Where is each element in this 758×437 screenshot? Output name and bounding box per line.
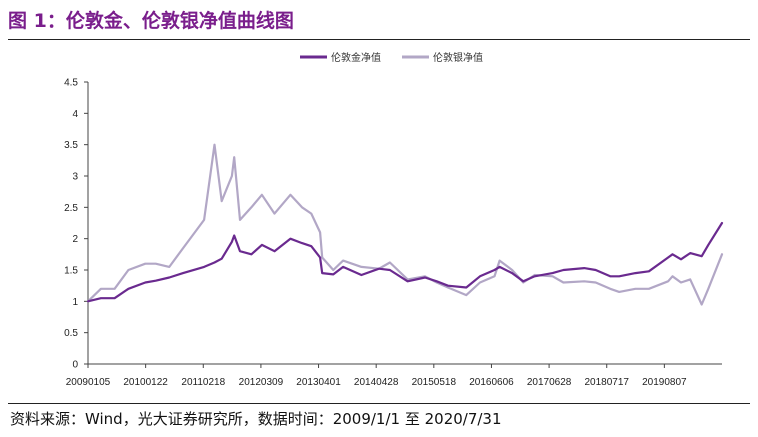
y-tick-label: 1	[72, 297, 78, 308]
chart: 0 0.5 1 1.5 2 2.5 3 3.5 4 4.5 20090105 20100122 2011…	[64, 51, 724, 388]
legend-label-silver: 伦敦银净值	[433, 51, 483, 64]
y-tick-label: 0.5	[64, 328, 78, 339]
y-tick-label: 2	[72, 234, 78, 245]
legend-label-gold: 伦敦金净值	[331, 51, 381, 64]
source-rule	[8, 403, 750, 404]
title-rule	[8, 39, 750, 40]
x-tick-label: 20180717	[584, 377, 629, 388]
x-tick-label: 20130401	[296, 377, 341, 388]
y-tick-label: 4	[72, 109, 78, 120]
y-tick-label: 4.5	[64, 78, 78, 89]
x-tick-label: 20140428	[354, 377, 399, 388]
x-tick-label: 20160606	[469, 377, 514, 388]
y-tick-label: 3	[72, 172, 78, 183]
x-tick-label: 20100122	[123, 377, 168, 388]
series-line-gold	[86, 221, 724, 303]
x-tick-label: 20190807	[642, 377, 687, 388]
y-tick-label: 0	[72, 360, 78, 371]
y-tick-label: 2.5	[64, 203, 78, 214]
x-tick-label: 20090105	[66, 377, 111, 388]
x-tick-label: 20150518	[412, 377, 457, 388]
figure-title: 图 1：伦敦金、伦敦银净值曲线图	[8, 10, 294, 32]
y-tick-label: 1.5	[64, 266, 78, 277]
x-tick-label: 20110218	[181, 377, 225, 388]
x-tick-label: 20170628	[527, 377, 572, 388]
series-line-silver	[86, 143, 724, 306]
source-note: 资料来源：Wind，光大证券研究所，数据时间：2009/1/1 至 2020/7…	[10, 410, 502, 428]
x-tick-label: 20120309	[239, 377, 284, 388]
y-tick-label: 3.5	[64, 140, 78, 151]
